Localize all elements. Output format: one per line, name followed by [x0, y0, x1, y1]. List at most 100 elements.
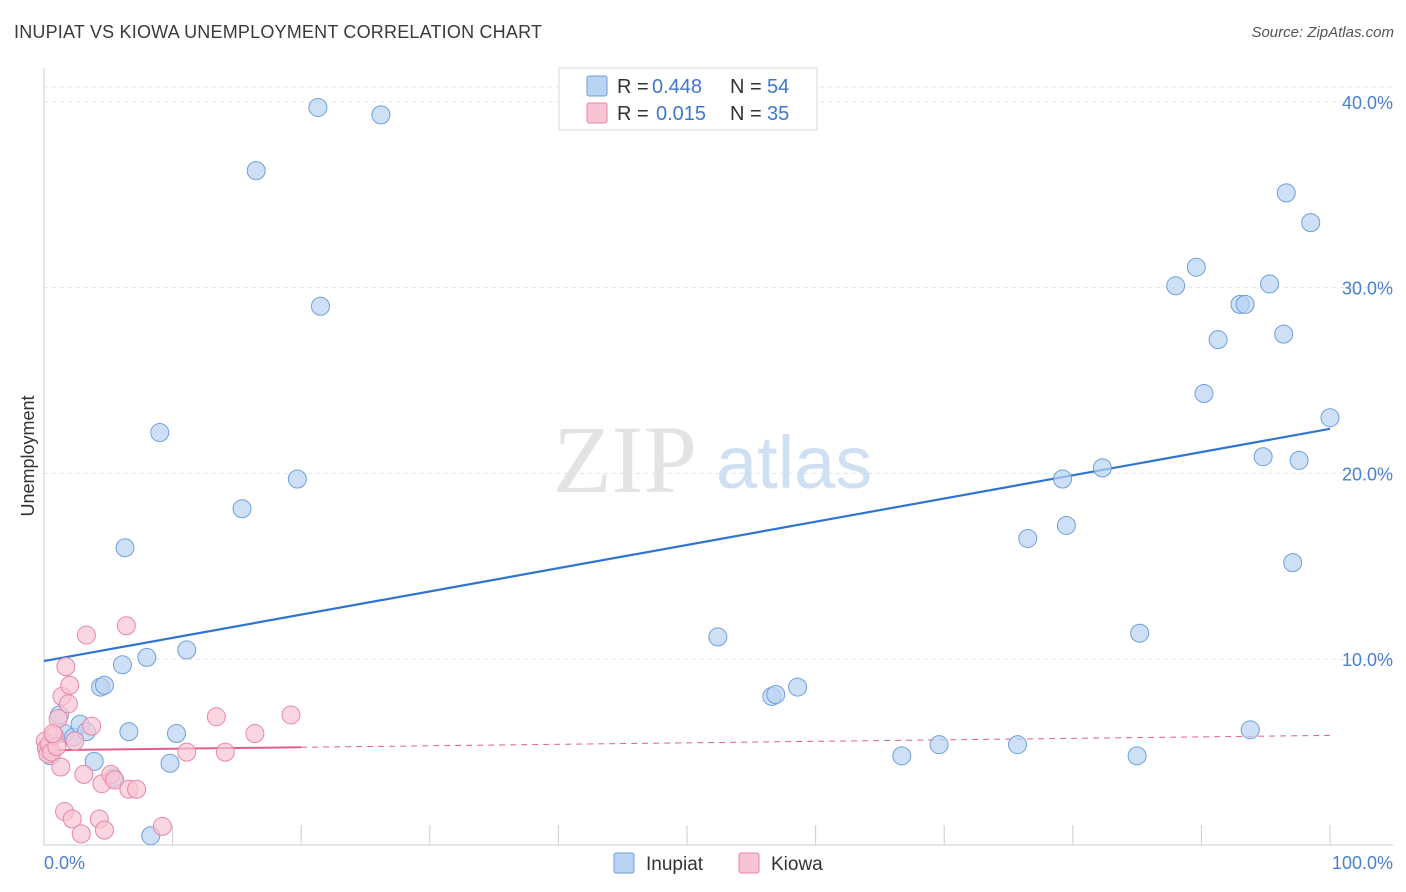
data-point-kiowa	[94, 820, 114, 840]
data-point-inupiat	[788, 677, 808, 697]
data-point-inupiat	[1186, 257, 1206, 277]
data-point-kiowa	[76, 625, 96, 645]
data-point-kiowa	[206, 707, 226, 727]
data-point-inupiat	[246, 161, 266, 181]
data-point-inupiat	[112, 655, 132, 675]
y-tick-label: 30.0%	[1342, 279, 1393, 299]
data-point-inupiat	[84, 751, 104, 771]
data-point-inupiat	[1276, 183, 1296, 203]
watermark: ZIP atlas	[553, 406, 872, 513]
data-point-inupiat	[1274, 324, 1294, 344]
data-point-inupiat	[1253, 447, 1273, 467]
data-point-kiowa	[51, 757, 71, 777]
data-point-inupiat	[1289, 450, 1309, 470]
data-point-kiowa	[116, 616, 136, 636]
x-tick-label-max: 100.0%	[1332, 853, 1393, 873]
series-legend-label-inupiat: Inupiat	[646, 854, 704, 875]
data-point-kiowa	[58, 694, 78, 714]
data-point-inupiat	[1301, 213, 1321, 233]
y-axis-label: Unemployment	[18, 395, 38, 516]
axes	[43, 68, 1393, 846]
data-point-inupiat	[94, 675, 114, 695]
data-point-inupiat	[371, 105, 391, 125]
data-point-inupiat	[1130, 623, 1150, 643]
trend-line-kiowa-extension	[301, 734, 1331, 748]
data-point-kiowa	[71, 824, 91, 844]
legend-r-label: R =	[617, 103, 649, 125]
legend-n-label: N =	[730, 76, 762, 98]
y-tick-label: 20.0%	[1342, 464, 1393, 484]
data-point-kiowa	[245, 724, 265, 744]
legend-r-value: 0.015	[656, 103, 706, 125]
data-point-kiowa	[127, 779, 147, 799]
data-point-inupiat	[166, 724, 186, 744]
trend-lines	[43, 427, 1331, 752]
watermark-atlas: atlas	[716, 421, 872, 504]
data-point-kiowa	[152, 816, 172, 836]
legend-r-label: R =	[617, 76, 649, 98]
data-point-inupiat	[1194, 384, 1214, 404]
data-point-inupiat	[1166, 276, 1186, 296]
data-point-inupiat	[308, 97, 328, 117]
data-point-inupiat	[1008, 735, 1028, 755]
data-point-kiowa	[56, 657, 76, 677]
watermark-zip: ZIP	[553, 406, 697, 513]
data-point-inupiat	[1208, 330, 1228, 350]
gridlines	[44, 86, 1393, 660]
data-point-inupiat	[708, 627, 728, 647]
data-point-inupiat	[115, 538, 135, 558]
data-point-kiowa	[74, 764, 94, 784]
y-tick-labels: 10.0% 20.0% 30.0% 40.0%	[1342, 93, 1393, 670]
data-point-kiowa	[177, 742, 197, 762]
data-point-inupiat	[766, 685, 786, 705]
data-point-kiowa	[281, 705, 301, 725]
series-legend: Inupiat Kiowa	[613, 852, 823, 875]
series-legend-label-kiowa: Kiowa	[771, 854, 823, 875]
data-point-inupiat	[929, 735, 949, 755]
data-point-kiowa	[105, 770, 125, 790]
legend-r-value: 0.448	[652, 76, 702, 98]
data-point-inupiat	[1320, 408, 1340, 428]
data-point-inupiat	[137, 647, 157, 667]
data-point-inupiat	[1092, 458, 1112, 478]
data-point-inupiat	[177, 640, 197, 660]
trend-line-inupiat	[43, 427, 1331, 663]
data-point-kiowa	[65, 731, 85, 751]
data-points	[35, 97, 1340, 846]
data-point-inupiat	[1260, 274, 1280, 294]
source-label: Source: ZipAtlas.com	[1251, 24, 1394, 41]
y-tick-label: 10.0%	[1342, 650, 1393, 670]
series-legend-swatch-inupiat	[613, 852, 635, 874]
chart-title: INUPIAT VS KIOWA UNEMPLOYMENT CORRELATIO…	[14, 22, 543, 42]
legend-n-label: N =	[730, 103, 762, 125]
legend-n-value: 54	[767, 76, 789, 98]
y-tick-label: 40.0%	[1342, 93, 1393, 113]
data-point-inupiat	[160, 753, 180, 773]
data-point-inupiat	[1056, 515, 1076, 535]
data-point-inupiat	[1235, 294, 1255, 314]
legend-n-value: 35	[767, 103, 789, 125]
data-point-kiowa	[43, 724, 63, 744]
data-point-inupiat	[119, 722, 139, 742]
data-point-inupiat	[310, 296, 330, 316]
data-point-kiowa	[82, 716, 102, 736]
legend-swatch-kiowa	[586, 102, 608, 124]
data-point-inupiat	[1283, 553, 1303, 573]
data-point-inupiat	[1053, 469, 1073, 489]
data-point-inupiat	[1240, 720, 1260, 740]
trend-line-kiowa	[43, 746, 302, 752]
legend-swatch-inupiat	[586, 75, 608, 97]
data-point-inupiat	[1127, 746, 1147, 766]
data-point-kiowa	[60, 675, 80, 695]
data-point-inupiat	[232, 499, 252, 519]
data-point-inupiat	[892, 746, 912, 766]
correlation-legend: R = 0.448 N = 54 R = 0.015 N = 35	[558, 67, 818, 131]
data-point-kiowa	[215, 742, 235, 762]
data-point-kiowa	[62, 809, 82, 829]
data-point-inupiat	[287, 469, 307, 489]
series-legend-swatch-kiowa	[738, 852, 760, 874]
x-tick-label-min: 0.0%	[44, 853, 85, 873]
data-point-inupiat	[1018, 528, 1038, 548]
data-point-inupiat	[150, 423, 170, 443]
